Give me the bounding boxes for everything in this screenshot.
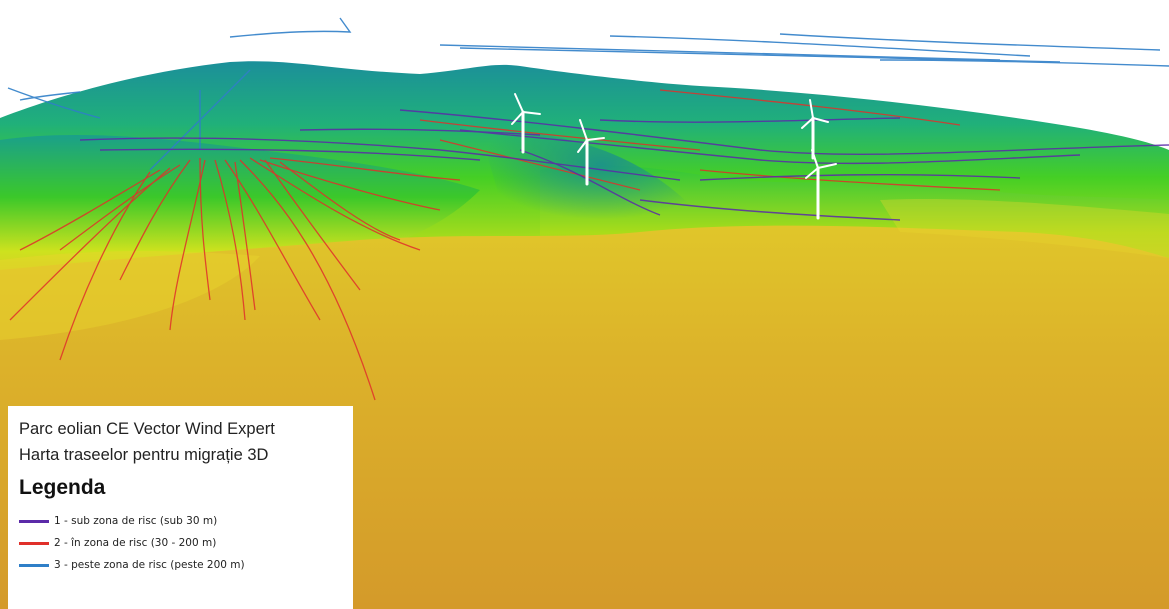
wind-turbine <box>577 119 605 186</box>
tracks-high <box>7 17 1169 171</box>
legend-item-low: 1 - sub zona de risc (sub 30 m) <box>19 510 353 532</box>
plain-highlight-right <box>880 198 1169 258</box>
map-legend: Parc eolian CE Vector Wind Expert Harta … <box>8 406 353 609</box>
legend-label-high: 3 - peste zona de risc (peste 200 m) <box>54 559 245 571</box>
legend-label-low: 1 - sub zona de risc (sub 30 m) <box>54 515 218 527</box>
legend-heading: Legenda <box>19 476 106 499</box>
map-subtitle: Harta traseelor pentru migrație 3D <box>19 446 269 464</box>
wind-turbine <box>511 93 541 154</box>
legend-swatch-high <box>19 563 49 567</box>
legend-swatch-low <box>19 519 49 523</box>
legend-item-mid: 2 - în zona de risc (30 - 200 m) <box>19 532 353 554</box>
tracks-mid <box>9 89 1001 401</box>
legend-items: 1 - sub zona de risc (sub 30 m) 2 - în z… <box>19 510 353 576</box>
plain-highlight <box>0 251 260 340</box>
wind-turbine <box>805 149 837 220</box>
legend-label-mid: 2 - în zona de risc (30 - 200 m) <box>54 537 217 549</box>
legend-item-high: 3 - peste zona de risc (peste 200 m) <box>19 554 353 576</box>
legend-swatch-mid <box>19 541 49 545</box>
tracks-low <box>79 109 1169 221</box>
map-title: Parc eolian CE Vector Wind Expert <box>19 420 275 438</box>
